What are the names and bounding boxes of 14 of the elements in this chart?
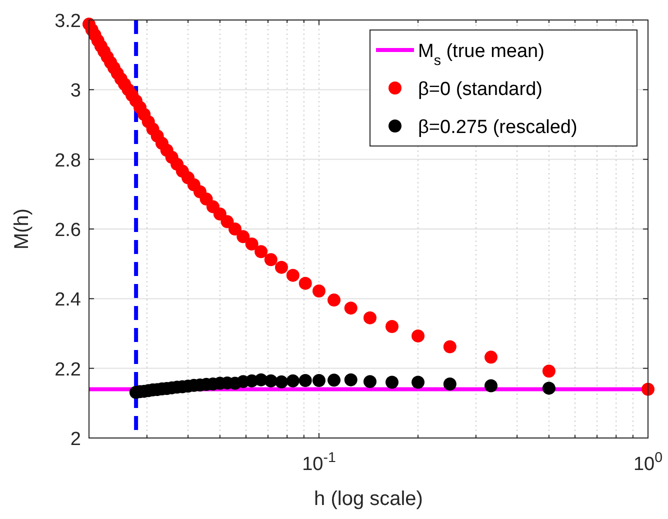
legend-label: M$_{s}$ (true mean) xyxy=(418,41,544,69)
y-axis-title: M(h) xyxy=(11,208,33,250)
y-tick-label: 2.2 xyxy=(54,359,81,380)
x-tick-label: 10$^{0}$ xyxy=(633,450,663,475)
y-tick-label: 2.8 xyxy=(54,150,81,172)
x-tick-label: 10$^{-1}$ xyxy=(302,450,336,475)
y-tick-label: 2.6 xyxy=(54,220,81,241)
y-tick-label: 3.2 xyxy=(54,11,81,32)
legend-label: β=0 (standard) xyxy=(418,79,542,100)
legend-label: β=0.275 (rescaled) xyxy=(418,117,578,138)
y-tick-label: 3 xyxy=(70,80,81,102)
y-tick-label: 2 xyxy=(70,429,81,450)
x-axis-title: h (log scale) xyxy=(314,488,423,510)
y-tick-label: 2.4 xyxy=(54,290,82,311)
